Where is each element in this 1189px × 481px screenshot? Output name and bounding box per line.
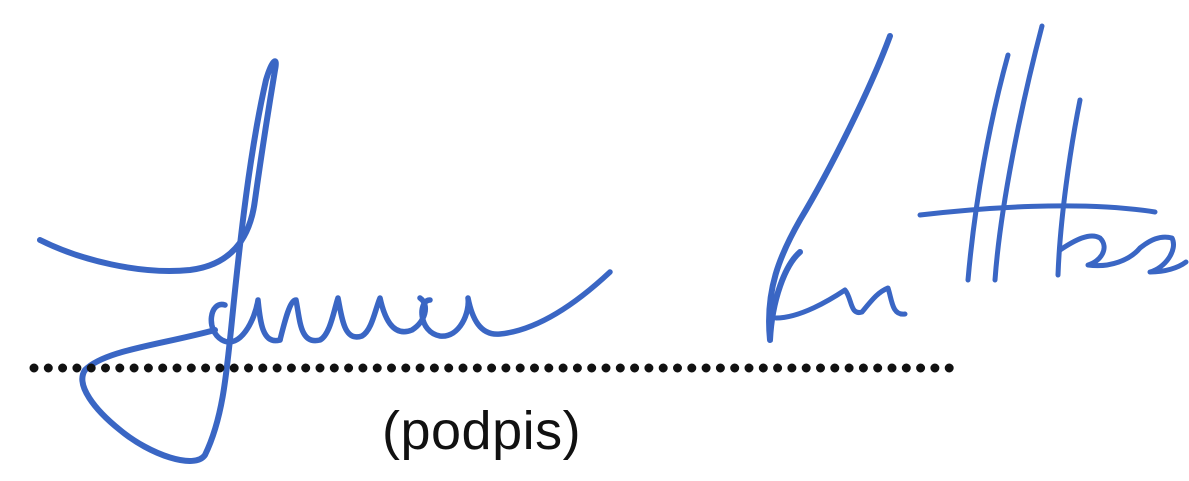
signature-caption: (podpis): [382, 401, 582, 461]
signature-dotted-line: [29, 363, 955, 373]
